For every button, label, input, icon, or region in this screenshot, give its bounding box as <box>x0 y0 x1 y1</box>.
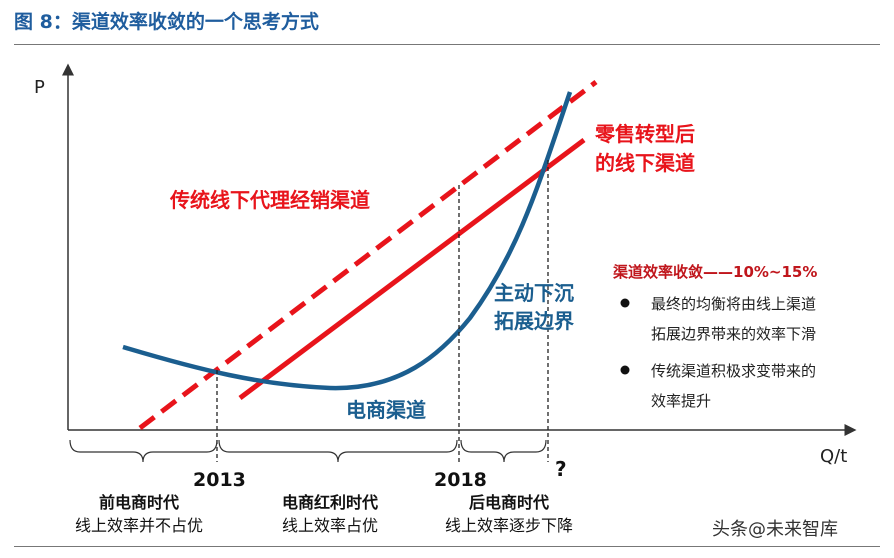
side-note-bullet-2 <box>620 365 630 375</box>
brace-post-ecommerce <box>460 439 547 463</box>
side-note-title: 渠道效率收敛——10%~15% <box>613 263 817 281</box>
side-note-bullet-1-line2: 拓展边界带来的效率下滑 <box>651 325 816 343</box>
ecommerce-curve-label: 电商渠道 <box>346 398 426 422</box>
y-axis-label: P <box>34 77 45 98</box>
era-post-ecommerce-name: 后电商时代 <box>469 493 549 512</box>
side-note-bullet-2-line1: 传统渠道积极求变带来的 <box>651 362 816 380</box>
era-post-ecommerce-desc: 线上效率逐步下降 <box>445 516 573 535</box>
transformed-channel-label-line2: 的线下渠道 <box>595 151 695 175</box>
traditional-channel-label: 传统线下代理经销渠道 <box>169 188 370 212</box>
era-pre-ecommerce-name: 前电商时代 <box>99 493 179 512</box>
bottom-divider <box>14 546 880 547</box>
year-2018-label: 2018 <box>434 469 487 491</box>
sink-label-line1: 主动下沉 <box>494 281 574 305</box>
era-dividend-desc: 线上效率占优 <box>282 516 378 535</box>
year-2013-label: 2013 <box>193 469 246 491</box>
x-axis-label: Q/t <box>820 446 847 467</box>
question-mark-label: ? <box>555 457 567 481</box>
side-note-bullet-1-line1: 最终的均衡将由线上渠道 <box>651 295 816 313</box>
era-dividend-name: 电商红利时代 <box>282 493 378 512</box>
side-note-bullet-2-line2: 效率提升 <box>651 392 711 410</box>
watermark-text: 头条@未来智库 <box>712 519 838 540</box>
brace-ecommerce-dividend <box>218 439 458 463</box>
figure-title: 图 8：渠道效率收敛的一个思考方式 <box>14 11 319 33</box>
era-pre-ecommerce-desc: 线上效率并不占优 <box>75 516 203 535</box>
ecommerce-curve <box>122 91 573 391</box>
title-divider <box>14 44 880 45</box>
sink-label-line2: 拓展边界 <box>494 309 574 333</box>
transformed-channel-solid-line <box>238 138 586 400</box>
side-note-bullet-1 <box>620 298 630 308</box>
traditional-channel-dashed-line <box>138 80 598 430</box>
brace-pre-ecommerce <box>69 439 218 463</box>
transformed-channel-label-line1: 零售转型后 <box>594 122 695 146</box>
